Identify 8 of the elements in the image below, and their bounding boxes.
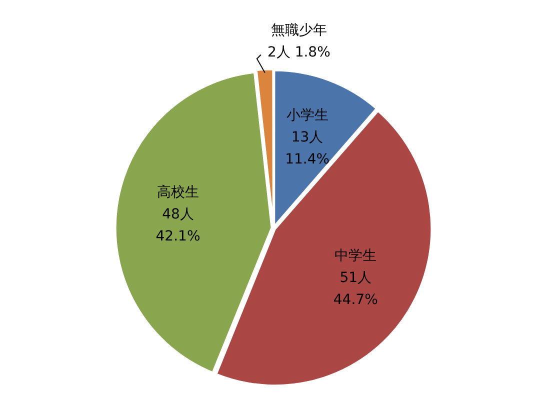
- data-label: 48人 42.1%: [156, 206, 200, 244]
- data-label: 2人 1.8%: [267, 44, 330, 60]
- slice-label: 中学生: [334, 248, 377, 264]
- data-label: 13人 11.4%: [285, 129, 330, 168]
- slice-label: 高校生: [157, 184, 200, 200]
- slice-label: 小学生: [286, 107, 328, 124]
- slice-label: 無職少年: [270, 22, 327, 38]
- data-label: 51人 44.7%: [333, 270, 378, 308]
